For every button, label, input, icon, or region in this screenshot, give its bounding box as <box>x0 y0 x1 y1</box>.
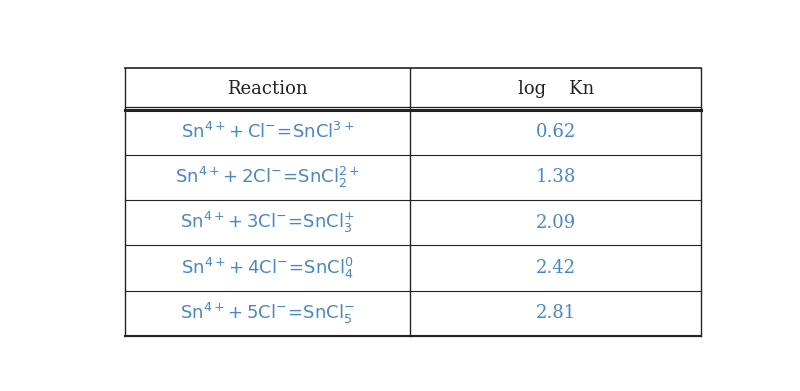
Text: 0.62: 0.62 <box>535 123 576 141</box>
Text: 2.81: 2.81 <box>535 304 576 322</box>
Text: $\mathrm{Sn}^{4+}\!+\mathrm{3Cl}^{-}\!=\!\mathrm{SnCl}_{3}^{+}$: $\mathrm{Sn}^{4+}\!+\mathrm{3Cl}^{-}\!=\… <box>180 210 354 235</box>
Text: log    Kn: log Kn <box>518 80 594 98</box>
Text: $\mathrm{Sn}^{4+}\!+\mathrm{5Cl}^{-}\!=\!\mathrm{SnCl}_{5}^{-}$: $\mathrm{Sn}^{4+}\!+\mathrm{5Cl}^{-}\!=\… <box>180 301 354 326</box>
Text: 2.42: 2.42 <box>536 259 576 277</box>
Text: 1.38: 1.38 <box>535 169 576 187</box>
Text: 2.09: 2.09 <box>535 214 576 232</box>
Text: $\mathrm{Sn}^{4+}\!+\mathrm{2Cl}^{-}\!=\!\mathrm{SnCl}_{2}^{2+}$: $\mathrm{Sn}^{4+}\!+\mathrm{2Cl}^{-}\!=\… <box>175 165 360 190</box>
Text: $\mathrm{Sn}^{4+}\!+\mathrm{Cl}^{-}\!=\!\mathrm{SnCl}^{3+}$: $\mathrm{Sn}^{4+}\!+\mathrm{Cl}^{-}\!=\!… <box>181 122 354 142</box>
Text: Reaction: Reaction <box>227 80 308 98</box>
Text: $\mathrm{Sn}^{4+}\!+\mathrm{4Cl}^{-}\!=\!\mathrm{SnCl}_{4}^{0}$: $\mathrm{Sn}^{4+}\!+\mathrm{4Cl}^{-}\!=\… <box>181 255 354 281</box>
